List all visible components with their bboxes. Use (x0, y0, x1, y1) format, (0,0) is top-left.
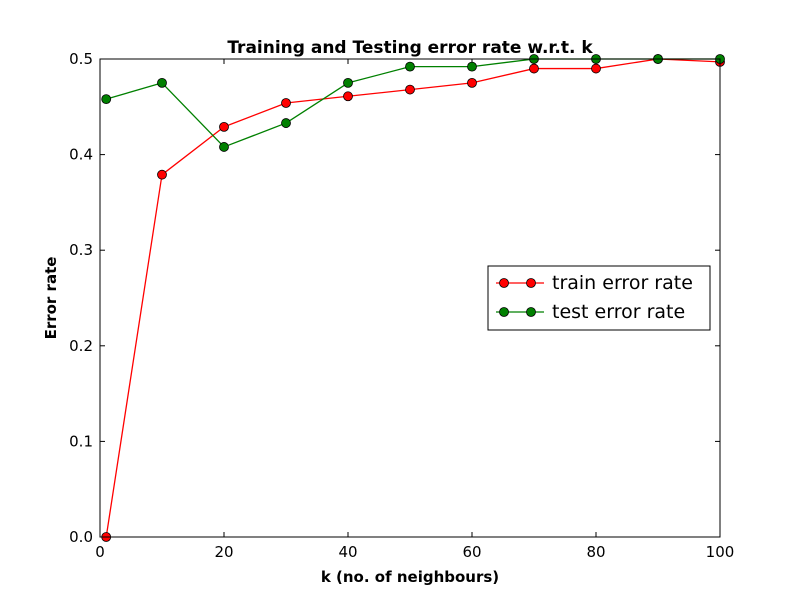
train-error-point (467, 78, 477, 88)
y-axis-label: Error rate (42, 257, 60, 340)
y-tick-label: 0.0 (69, 528, 93, 546)
x-tick-label: 40 (338, 543, 357, 561)
legend-test-marker (499, 307, 509, 317)
chart-title: Training and Testing error rate w.r.t. k (227, 38, 593, 58)
x-tick-label: 80 (586, 543, 605, 561)
y-tick-label: 0.1 (69, 432, 93, 450)
train-error-point (281, 98, 291, 108)
test-error-point (157, 78, 167, 88)
x-axis-label: k (no. of neighbours) (321, 568, 499, 586)
legend-train-label: train error rate (552, 272, 693, 294)
y-tick-label: 0.3 (69, 241, 93, 259)
x-tick-label: 0 (95, 543, 105, 561)
x-tick-label: 60 (462, 543, 481, 561)
y-tick-label: 0.2 (69, 337, 93, 355)
y-tick-label: 0.4 (69, 146, 93, 164)
legend-train-marker (499, 278, 509, 288)
tick-labels: 0 20 40 60 80 100 0.0 0.1 0.2 0.3 0.4 0.5 (69, 50, 734, 561)
legend: train error rate test error rate (487, 265, 711, 331)
train-error-point (219, 121, 229, 132)
train-error-point (405, 84, 415, 95)
test-error-point (281, 118, 291, 128)
train-error-point (591, 63, 601, 74)
x-tick-label: 20 (214, 543, 233, 561)
train-error-point (529, 63, 539, 74)
axes-frame (99, 58, 721, 538)
test-error-point (101, 94, 112, 105)
legend-test-label: test error rate (552, 301, 685, 323)
test-error-point (219, 142, 229, 152)
legend-box (487, 265, 711, 331)
legend-train-marker (526, 278, 536, 288)
train-error-point (157, 169, 167, 180)
train-error-point (343, 91, 353, 102)
test-error-point (405, 61, 415, 72)
x-tick-label: 100 (706, 543, 735, 561)
legend-test-marker (526, 307, 536, 317)
test-error-point (467, 61, 477, 72)
y-tick-label: 0.5 (69, 50, 93, 68)
test-error-point (343, 78, 353, 88)
